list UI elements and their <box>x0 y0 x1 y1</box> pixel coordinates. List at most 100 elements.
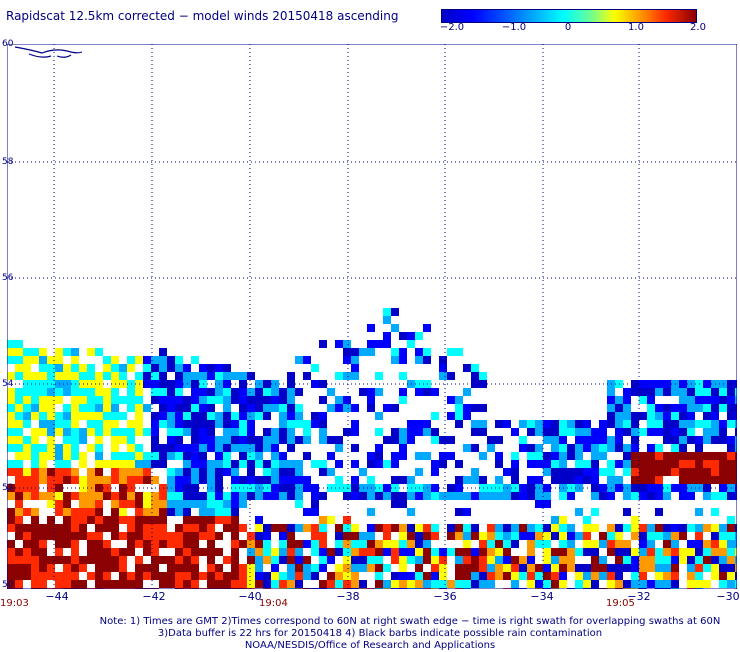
wind-cell <box>599 428 607 436</box>
wind-cell <box>647 412 655 420</box>
wind-cell <box>103 548 111 556</box>
wind-cell <box>551 436 559 444</box>
wind-cell <box>71 388 79 396</box>
wind-cell <box>327 548 335 556</box>
wind-cell <box>143 548 151 556</box>
lat-label-56: 56 <box>2 273 14 283</box>
wind-cell <box>231 428 239 436</box>
wind-cell <box>127 364 135 372</box>
wind-cell <box>183 452 191 460</box>
wind-cell <box>79 580 87 588</box>
wind-cell <box>583 436 591 444</box>
wind-cell <box>255 404 263 412</box>
wind-cell <box>87 540 95 548</box>
wind-cell <box>407 572 415 580</box>
wind-cell <box>711 564 719 572</box>
wind-cell <box>247 556 255 564</box>
wind-cell <box>7 428 15 436</box>
wind-cell <box>375 540 383 548</box>
wind-cell <box>535 476 543 484</box>
wind-cell <box>71 580 79 588</box>
wind-cell <box>447 548 455 556</box>
wind-cell <box>95 492 103 500</box>
wind-cell <box>687 476 695 484</box>
wind-cell <box>479 548 487 556</box>
wind-cell <box>495 460 503 468</box>
wind-cell <box>215 476 223 484</box>
wind-cell <box>271 388 279 396</box>
wind-cell <box>71 396 79 404</box>
wind-cell <box>383 580 391 588</box>
wind-cell <box>143 356 151 364</box>
wind-cell <box>407 332 415 340</box>
wind-cell <box>687 428 695 436</box>
wind-cell <box>31 564 39 572</box>
wind-cell <box>279 556 287 564</box>
wind-cell <box>303 476 311 484</box>
lon-label: −30 <box>716 590 740 603</box>
wind-cell <box>239 564 247 572</box>
wind-cell <box>623 492 631 500</box>
wind-cell <box>679 548 687 556</box>
wind-cell <box>287 444 295 452</box>
wind-cell <box>327 556 335 564</box>
wind-cell <box>15 444 23 452</box>
wind-cell <box>679 412 687 420</box>
wind-cell <box>71 548 79 556</box>
wind-cell <box>151 388 159 396</box>
wind-cell <box>551 572 559 580</box>
wind-cell <box>655 420 663 428</box>
wind-cell <box>159 396 167 404</box>
wind-cell <box>55 460 63 468</box>
wind-cell <box>439 460 447 468</box>
wind-cell <box>63 476 71 484</box>
wind-cell <box>31 452 39 460</box>
wind-cell <box>7 508 15 516</box>
wind-cell <box>127 476 135 484</box>
wind-cell <box>151 460 159 468</box>
wind-cell <box>471 556 479 564</box>
wind-cell <box>655 548 663 556</box>
wind-cell <box>511 524 519 532</box>
wind-cell <box>271 460 279 468</box>
wind-cell <box>71 356 79 364</box>
wind-cell <box>207 548 215 556</box>
wind-cell <box>695 564 703 572</box>
wind-cell <box>111 412 119 420</box>
wind-cell <box>711 540 719 548</box>
wind-cell <box>735 476 737 484</box>
wind-cell <box>39 580 47 588</box>
wind-cell <box>39 476 47 484</box>
wind-cell <box>47 556 55 564</box>
wind-cell <box>295 580 303 588</box>
wind-cell <box>207 556 215 564</box>
wind-cell <box>31 540 39 548</box>
wind-cell <box>463 548 471 556</box>
wind-cell <box>511 452 519 460</box>
wind-cell <box>127 516 135 524</box>
wind-cell <box>47 524 55 532</box>
wind-cell <box>119 532 127 540</box>
wind-cell <box>559 492 567 500</box>
wind-cell <box>599 420 607 428</box>
wind-cell <box>223 452 231 460</box>
wind-cell <box>295 404 303 412</box>
wind-cell <box>383 340 391 348</box>
wind-cell <box>239 444 247 452</box>
wind-cell <box>167 508 175 516</box>
wind-cell <box>231 412 239 420</box>
wind-cell <box>631 524 639 532</box>
wind-cell <box>735 396 737 404</box>
wind-cell <box>415 388 423 396</box>
wind-cell <box>375 388 383 396</box>
wind-cell <box>431 580 439 588</box>
lat-label-58: 58 <box>2 157 14 167</box>
wind-cell <box>535 580 543 588</box>
time-label: 19:03 <box>0 598 29 609</box>
wind-cell <box>23 540 31 548</box>
wind-cell <box>511 468 519 476</box>
wind-cell <box>359 348 367 356</box>
wind-cell <box>199 436 207 444</box>
wind-cell <box>367 548 375 556</box>
wind-cell <box>383 492 391 500</box>
